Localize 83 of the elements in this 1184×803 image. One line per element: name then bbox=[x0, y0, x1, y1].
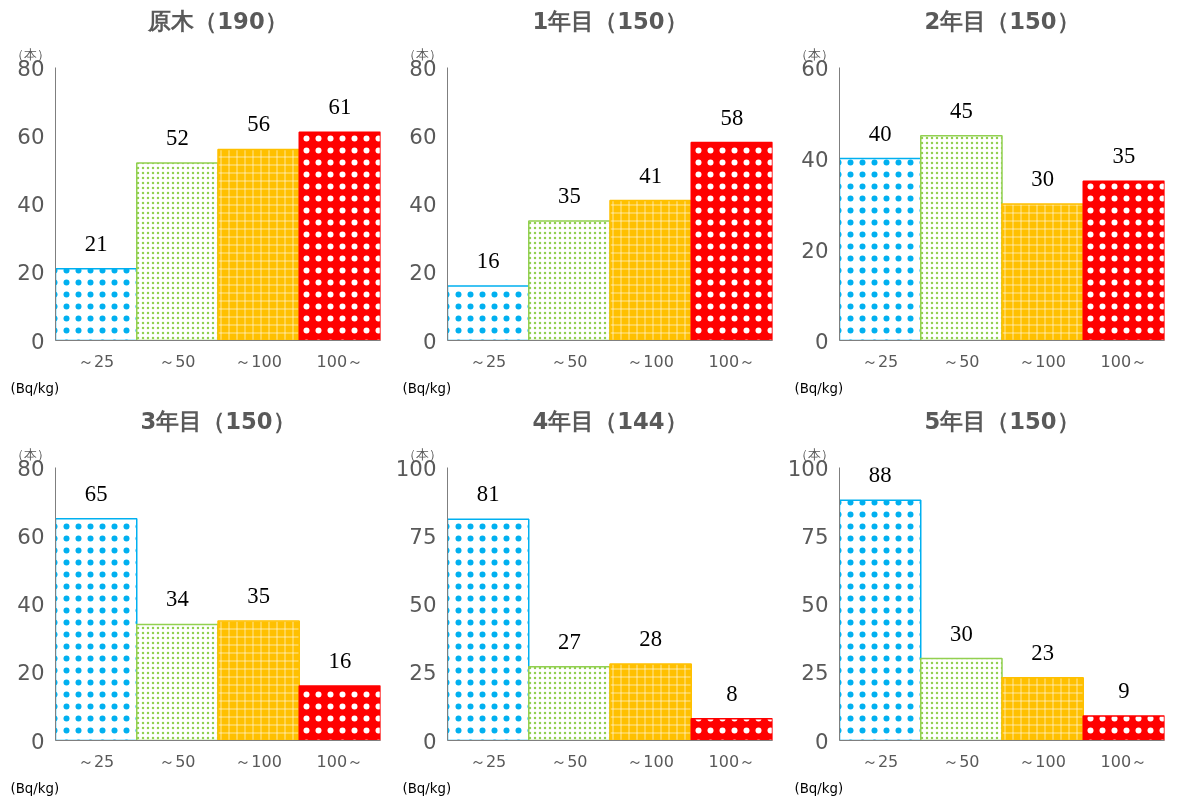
data-label: 21 bbox=[84, 230, 108, 256]
y-tick-label: 75 bbox=[801, 523, 829, 549]
y-tick-label: 75 bbox=[409, 523, 437, 549]
x-axis-title: (Bq/kg) bbox=[794, 780, 844, 796]
x-tick-label: ～100 bbox=[1019, 751, 1066, 771]
data-label: 9 bbox=[1118, 677, 1130, 703]
data-label: 40 bbox=[868, 120, 892, 146]
x-axis-title: (Bq/kg) bbox=[794, 380, 844, 396]
y-tick-label: 50 bbox=[409, 592, 437, 617]
y-tick-label: 20 bbox=[17, 660, 45, 686]
x-tick-label: 100～ bbox=[708, 351, 756, 371]
data-label: 56 bbox=[247, 111, 270, 137]
data-label: 16 bbox=[476, 247, 500, 273]
y-tick-label: 0 bbox=[422, 328, 437, 354]
y-tick-label: 60 bbox=[409, 123, 437, 149]
data-label: 88 bbox=[868, 462, 892, 488]
x-tick-label: ～100 bbox=[1019, 351, 1066, 371]
data-label: 16 bbox=[328, 647, 352, 673]
chart-title: 3年目（150） bbox=[140, 407, 296, 434]
x-tick-label: ～50 bbox=[159, 751, 196, 771]
data-label: 35 bbox=[1112, 143, 1136, 169]
y-tick-label: 25 bbox=[409, 660, 437, 686]
data-label: 45 bbox=[950, 97, 973, 123]
data-label: 58 bbox=[720, 104, 744, 130]
x-axis-title: (Bq/kg) bbox=[402, 780, 452, 796]
data-label: 27 bbox=[558, 628, 581, 654]
data-label: 52 bbox=[166, 125, 189, 151]
data-label: 28 bbox=[639, 626, 662, 652]
x-tick-label: ～25 bbox=[77, 351, 115, 371]
y-tick-label: 25 bbox=[801, 660, 829, 686]
x-tick-label: ～25 bbox=[861, 751, 899, 771]
data-label: 23 bbox=[1031, 639, 1054, 665]
x-tick-label: ～25 bbox=[861, 351, 899, 371]
x-tick-label: 100～ bbox=[316, 351, 364, 371]
x-axis-title: (Bq/kg) bbox=[10, 780, 60, 796]
x-tick-label: ～50 bbox=[159, 351, 196, 371]
data-label: 65 bbox=[84, 480, 108, 506]
chart-title: 1年目（150） bbox=[532, 7, 688, 34]
data-label: 34 bbox=[166, 586, 189, 612]
x-tick-label: ～100 bbox=[627, 751, 674, 771]
x-tick-label: ～50 bbox=[551, 351, 588, 371]
data-label: 35 bbox=[247, 583, 270, 609]
x-axis-title: (Bq/kg) bbox=[402, 380, 452, 396]
x-tick-label: 100～ bbox=[708, 751, 756, 771]
y-tick-label: 0 bbox=[814, 728, 829, 754]
data-label: 81 bbox=[476, 481, 500, 507]
data-label: 35 bbox=[558, 183, 581, 209]
y-tick-label: 60 bbox=[17, 523, 45, 549]
y-tick-label: 0 bbox=[422, 728, 437, 754]
x-axis-title: (Bq/kg) bbox=[10, 380, 60, 396]
data-label: 8 bbox=[726, 680, 738, 706]
y-tick-label: 20 bbox=[801, 237, 829, 263]
x-tick-label: ～100 bbox=[235, 351, 282, 371]
y-tick-label: 20 bbox=[17, 260, 45, 286]
y-tick-label: 0 bbox=[30, 728, 45, 754]
data-label: 30 bbox=[950, 620, 973, 646]
y-tick-label: 20 bbox=[409, 260, 437, 286]
data-label: 61 bbox=[328, 94, 352, 120]
x-tick-label: 100～ bbox=[1100, 351, 1148, 371]
x-tick-label: ～50 bbox=[943, 351, 980, 371]
x-tick-label: 100～ bbox=[316, 751, 364, 771]
chart-title: 原木（190） bbox=[147, 7, 288, 34]
chart-title: 5年目（150） bbox=[924, 407, 1080, 434]
y-tick-label: 50 bbox=[801, 592, 829, 617]
x-tick-label: ～100 bbox=[627, 351, 674, 371]
y-tick-label: 0 bbox=[30, 328, 45, 354]
x-tick-label: ～25 bbox=[469, 351, 507, 371]
y-tick-label: 40 bbox=[409, 192, 437, 217]
chart-title: 4年目（144） bbox=[532, 407, 688, 434]
x-tick-label: 100～ bbox=[1100, 751, 1148, 771]
y-tick-label: 60 bbox=[17, 123, 45, 149]
y-tick-label: 40 bbox=[17, 592, 45, 617]
y-tick-label: 40 bbox=[801, 146, 829, 172]
x-tick-label: ～25 bbox=[77, 751, 115, 771]
y-tick-label: 40 bbox=[17, 192, 45, 217]
data-label: 30 bbox=[1031, 166, 1054, 191]
x-tick-label: ～50 bbox=[551, 751, 588, 771]
data-label: 41 bbox=[639, 162, 662, 188]
chart-title: 2年目（150） bbox=[924, 7, 1080, 34]
x-tick-label: ～25 bbox=[469, 751, 507, 771]
x-tick-label: ～50 bbox=[943, 751, 980, 771]
y-tick-label: 0 bbox=[814, 328, 829, 354]
x-tick-label: ～100 bbox=[235, 751, 282, 771]
